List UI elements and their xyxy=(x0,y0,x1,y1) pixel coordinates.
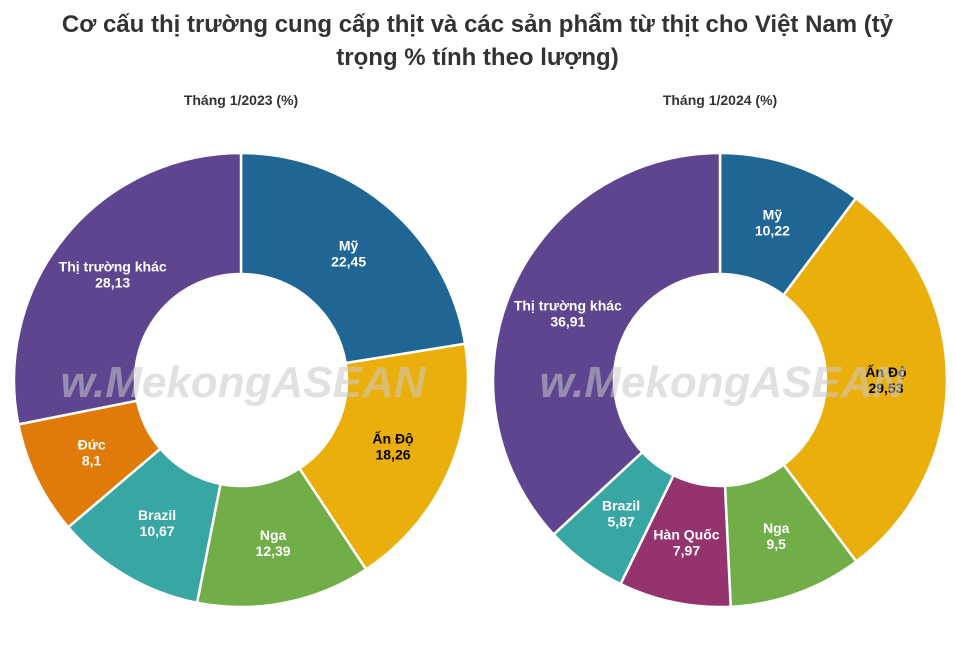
slice-label-nga: Nga 9,5 xyxy=(763,520,790,552)
slice-label-thi-truong-khac: Thị trường khác 36,91 xyxy=(514,298,622,330)
slice-an-do[interactable] xyxy=(297,342,470,572)
slice-an-do[interactable] xyxy=(781,196,949,564)
watermark-right: w.MekongASEAN xyxy=(539,358,905,407)
slice-thi-truong-khac[interactable] xyxy=(12,151,243,426)
slice-label-an-do: Ấn Độ 29,53 xyxy=(865,364,906,396)
slice-label-nga: Nga 12,39 xyxy=(256,527,291,559)
slice-label-brazil: Brazil 10,67 xyxy=(138,507,176,539)
slice-label-an-do: Ấn Độ 18,26 xyxy=(372,431,413,463)
chart-title: Cơ cấu thị trường cung cấp thịt và các s… xyxy=(0,8,955,74)
slice-label-my: Mỹ 22,45 xyxy=(331,238,366,270)
slice-thi-truong-khac[interactable] xyxy=(491,151,722,537)
chart-title-line-1: Cơ cấu thị trường cung cấp thịt và các s… xyxy=(61,11,894,38)
slice-my[interactable] xyxy=(239,151,467,365)
slice-label-thi-truong-khac: Thị trường khác 28,13 xyxy=(59,259,167,291)
slice-label-my: Mỹ 10,22 xyxy=(755,206,790,238)
slice-nga[interactable] xyxy=(195,466,368,609)
chart-title-line-2: trọng % tính theo lượng) xyxy=(336,44,619,71)
slice-label-duc: Đức 8,1 xyxy=(78,436,106,468)
chart-subtitle-2024: Tháng 1/2024 (%) xyxy=(662,92,778,108)
watermark-left: w.MekongASEAN xyxy=(60,358,426,407)
slice-label-han-quoc: Hàn Quốc 7,97 xyxy=(653,527,719,559)
donut-chart-2023: Mỹ 22,45 Ấn Độ 18,26 Nga 12,39 Brazil 10,67 Đức 8… xyxy=(12,151,470,609)
donut-chart-2024: Mỹ 10,22 Ấn Độ 29,53 Nga 9,5 Hàn Quốc 7,97 Brazi… xyxy=(491,151,949,609)
slice-label-brazil: Brazil 5,87 xyxy=(602,497,640,529)
chart-subtitle-2023: Tháng 1/2023 (%) xyxy=(183,92,299,108)
